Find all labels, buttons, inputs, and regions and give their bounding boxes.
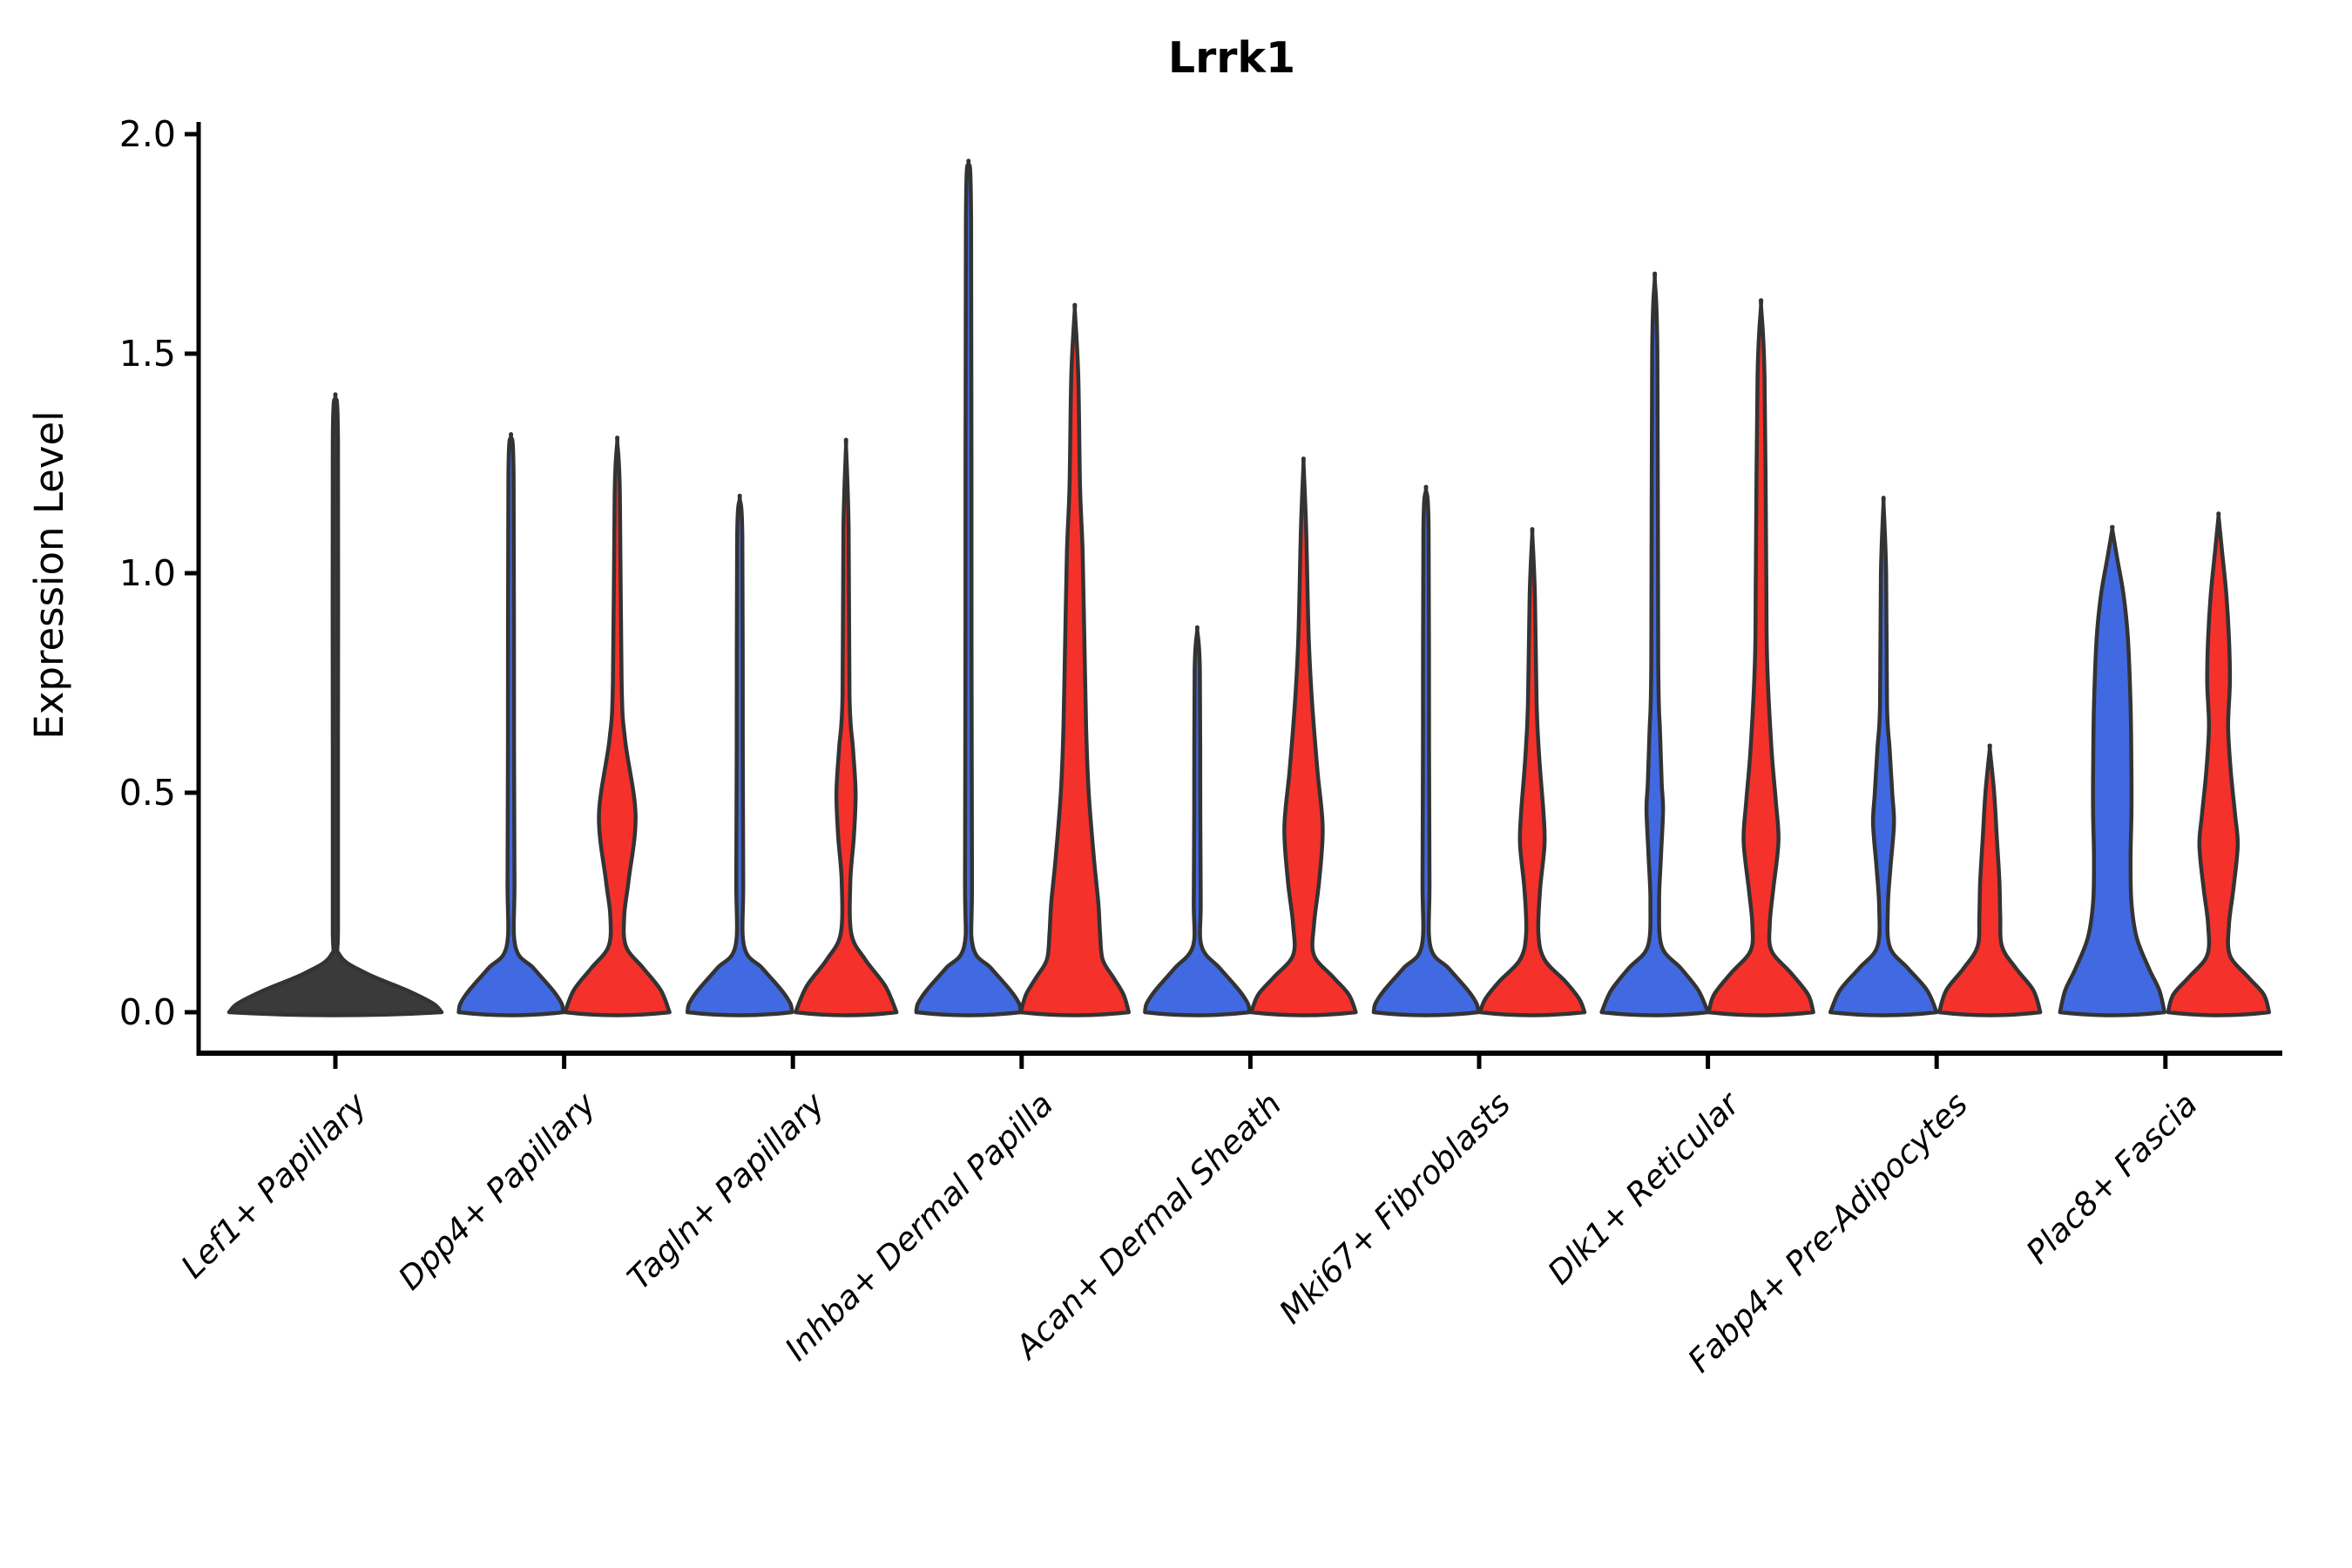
y-tick-label: 1.5 <box>118 333 176 375</box>
violin-0-single <box>226 392 444 1017</box>
violin-2-group_blue <box>685 493 794 1017</box>
violin-8-group_blue <box>2058 524 2167 1017</box>
violin-3-group_blue <box>914 159 1024 1017</box>
violin-1-group_red <box>563 436 672 1017</box>
violin-4-group_red <box>1249 456 1358 1017</box>
violin-4-group_blue <box>1143 625 1252 1017</box>
chart-title: Lrrk1 <box>1167 33 1296 83</box>
y-tick-label: 0.0 <box>118 991 176 1033</box>
violin-5-group_blue <box>1371 484 1481 1017</box>
violin-1-group_blue <box>456 432 565 1017</box>
y-axis-label: Expression Level <box>26 410 72 740</box>
y-tick-label: 1.0 <box>118 552 176 594</box>
violin-5-group_red <box>1477 527 1587 1017</box>
violin-2-group_red <box>793 437 899 1017</box>
violin-8-group_red <box>2166 511 2272 1017</box>
y-tick-label: 0.5 <box>118 772 176 814</box>
violin-6-group_red <box>1707 298 1815 1017</box>
violin-6-group_blue <box>1599 271 1710 1017</box>
violin-3-group_red <box>1018 302 1132 1017</box>
violin-7-group_blue <box>1828 496 1939 1017</box>
violin-7-group_red <box>1936 743 2043 1017</box>
y-tick-label: 2.0 <box>118 113 176 155</box>
